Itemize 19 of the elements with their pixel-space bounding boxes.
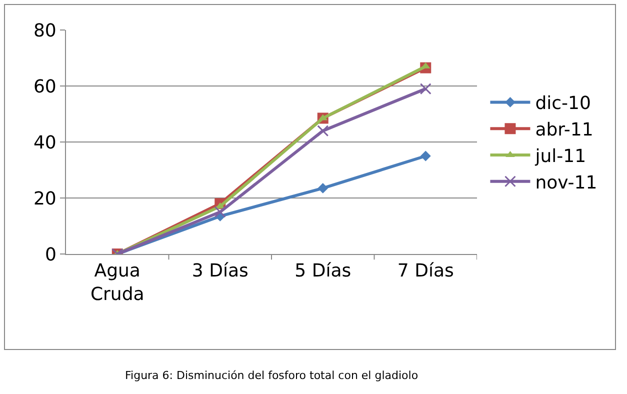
- point: [420, 150, 431, 162]
- point: [420, 83, 432, 95]
- x-tick-label: 7 Días: [397, 260, 454, 282]
- point: [318, 183, 328, 194]
- text: Figura 6: Disminución del fosforo total con el gladiolo: [125, 369, 418, 382]
- point: [214, 206, 226, 218]
- legend-label: dic-10: [535, 93, 591, 114]
- x-tick-label: 5 Días: [294, 260, 352, 282]
- legend-label: abr-11: [535, 120, 594, 141]
- x-tick-label: Agua Cruda: [90, 260, 144, 305]
- legend-label: jul-11: [534, 146, 586, 168]
- point: [317, 125, 329, 137]
- legend-label: nov-11: [535, 172, 598, 194]
- x-tick-label: 3 Días: [192, 260, 248, 282]
- y-tick-label: 40: [33, 132, 56, 154]
- y-tick-label: 80: [33, 20, 56, 42]
- y-tick-label: 0: [44, 244, 56, 266]
- y-tick-label: 60: [33, 76, 56, 98]
- y-tick-label: 20: [33, 188, 56, 210]
